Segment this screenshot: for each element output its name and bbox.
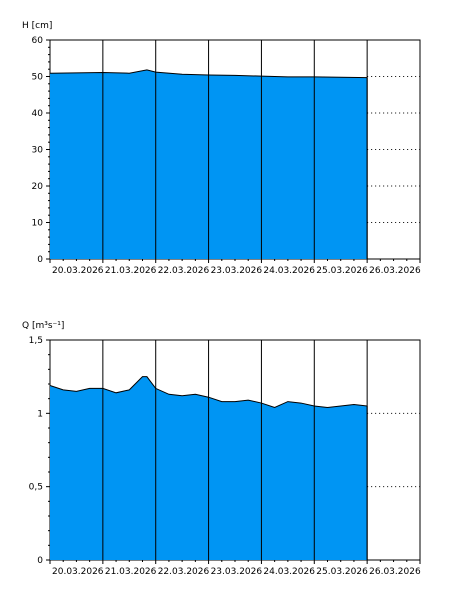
- discharge-x-tick-label: 26.03.2026: [369, 567, 421, 577]
- water-level-y-tick-label: 30: [32, 146, 44, 156]
- water-level-y-tick-label: 20: [32, 182, 44, 192]
- water-level-x-tick-label: 22.03.2026: [158, 266, 210, 276]
- discharge-x-tick-label: 24.03.2026: [263, 567, 315, 577]
- water-level-y-tick-label: 10: [32, 219, 44, 229]
- discharge-x-tick-label: 21.03.2026: [105, 567, 157, 577]
- discharge-x-tick-label: 25.03.2026: [316, 567, 368, 577]
- water-level-x-tick-label: 25.03.2026: [316, 266, 368, 276]
- water-level-y-tick-label: 50: [32, 73, 44, 83]
- water-level-x-tick-label: 20.03.2026: [52, 266, 104, 276]
- discharge-y-tick-label: 1: [37, 409, 43, 419]
- discharge-x-tick-label: 22.03.2026: [158, 567, 210, 577]
- water-level-y-tick-label: 0: [37, 255, 43, 265]
- discharge-x-tick-label: 20.03.2026: [52, 567, 104, 577]
- water-level-x-tick-label: 26.03.2026: [369, 266, 421, 276]
- water-level-series-line: [49, 69, 368, 79]
- water-level-x-tick-label: 21.03.2026: [105, 266, 157, 276]
- discharge-series-line: [49, 376, 368, 409]
- water-level-y-tick-label: 60: [32, 36, 44, 46]
- discharge-y-tick-label: 1,5: [29, 336, 43, 346]
- water-level-x-tick-label: 24.03.2026: [263, 266, 315, 276]
- discharge-x-tick-label: 23.03.2026: [211, 567, 263, 577]
- water-level-x-tick-label: 23.03.2026: [211, 266, 263, 276]
- discharge-y-tick-label: 0,5: [29, 483, 43, 493]
- discharge-y-tick-label: 0: [37, 556, 43, 566]
- water-level-y-axis-title: H [cm]: [22, 21, 52, 31]
- water-level-y-tick-label: 40: [32, 109, 44, 119]
- discharge-y-axis-title: Q [m³s⁻¹]: [22, 321, 64, 331]
